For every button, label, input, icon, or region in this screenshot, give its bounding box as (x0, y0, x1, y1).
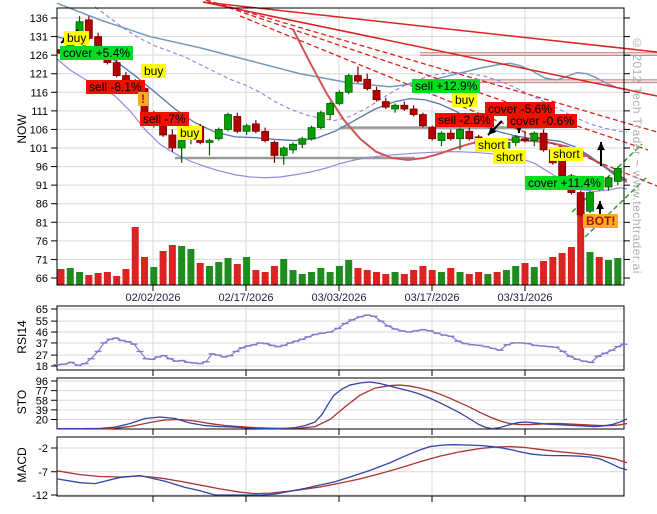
axis-title-macd: MACD (15, 447, 29, 483)
svg-text:136: 136 (30, 13, 48, 25)
svg-text:126: 126 (30, 50, 48, 62)
svg-text:131: 131 (30, 32, 48, 44)
svg-text:96: 96 (36, 376, 48, 388)
svg-text:101: 101 (30, 143, 48, 155)
axis-title-sto: STO (15, 389, 29, 415)
svg-text:71: 71 (36, 254, 48, 266)
svg-text:55: 55 (36, 316, 48, 328)
svg-text:37: 37 (36, 338, 48, 350)
svg-text:27: 27 (36, 350, 48, 362)
svg-text:02/17/2026: 02/17/2026 (218, 292, 273, 304)
svg-text:-12: -12 (32, 490, 48, 502)
axis-title-rsi14: RSI14 (15, 320, 29, 354)
svg-text:46: 46 (36, 327, 48, 339)
svg-text:106: 106 (30, 124, 48, 136)
svg-text:86: 86 (36, 199, 48, 211)
svg-text:03/03/2026: 03/03/2026 (311, 292, 366, 304)
svg-text:116: 116 (30, 87, 48, 99)
svg-text:81: 81 (36, 217, 48, 229)
svg-text:20: 20 (36, 415, 48, 427)
svg-text:18: 18 (36, 361, 48, 373)
watermark-text: © 2012 Tech Trader ~ www.techtrader.ai (630, 36, 644, 274)
svg-text:66: 66 (36, 273, 48, 285)
svg-text:-7: -7 (38, 467, 48, 479)
svg-text:03/17/2026: 03/17/2026 (404, 292, 459, 304)
svg-text:91: 91 (36, 180, 48, 192)
svg-text:39: 39 (36, 405, 48, 417)
svg-text:121: 121 (30, 69, 48, 81)
svg-text:77: 77 (36, 386, 48, 398)
svg-text:96: 96 (36, 162, 48, 174)
svg-text:65: 65 (36, 304, 48, 316)
svg-text:76: 76 (36, 236, 48, 248)
axis-title-now: NOW (15, 114, 29, 144)
svg-text:58: 58 (36, 395, 48, 407)
svg-text:-2: -2 (38, 443, 48, 455)
svg-text:03/31/2026: 03/31/2026 (497, 292, 552, 304)
svg-text:02/02/2026: 02/02/2026 (125, 292, 180, 304)
svg-text:111: 111 (31, 106, 48, 118)
